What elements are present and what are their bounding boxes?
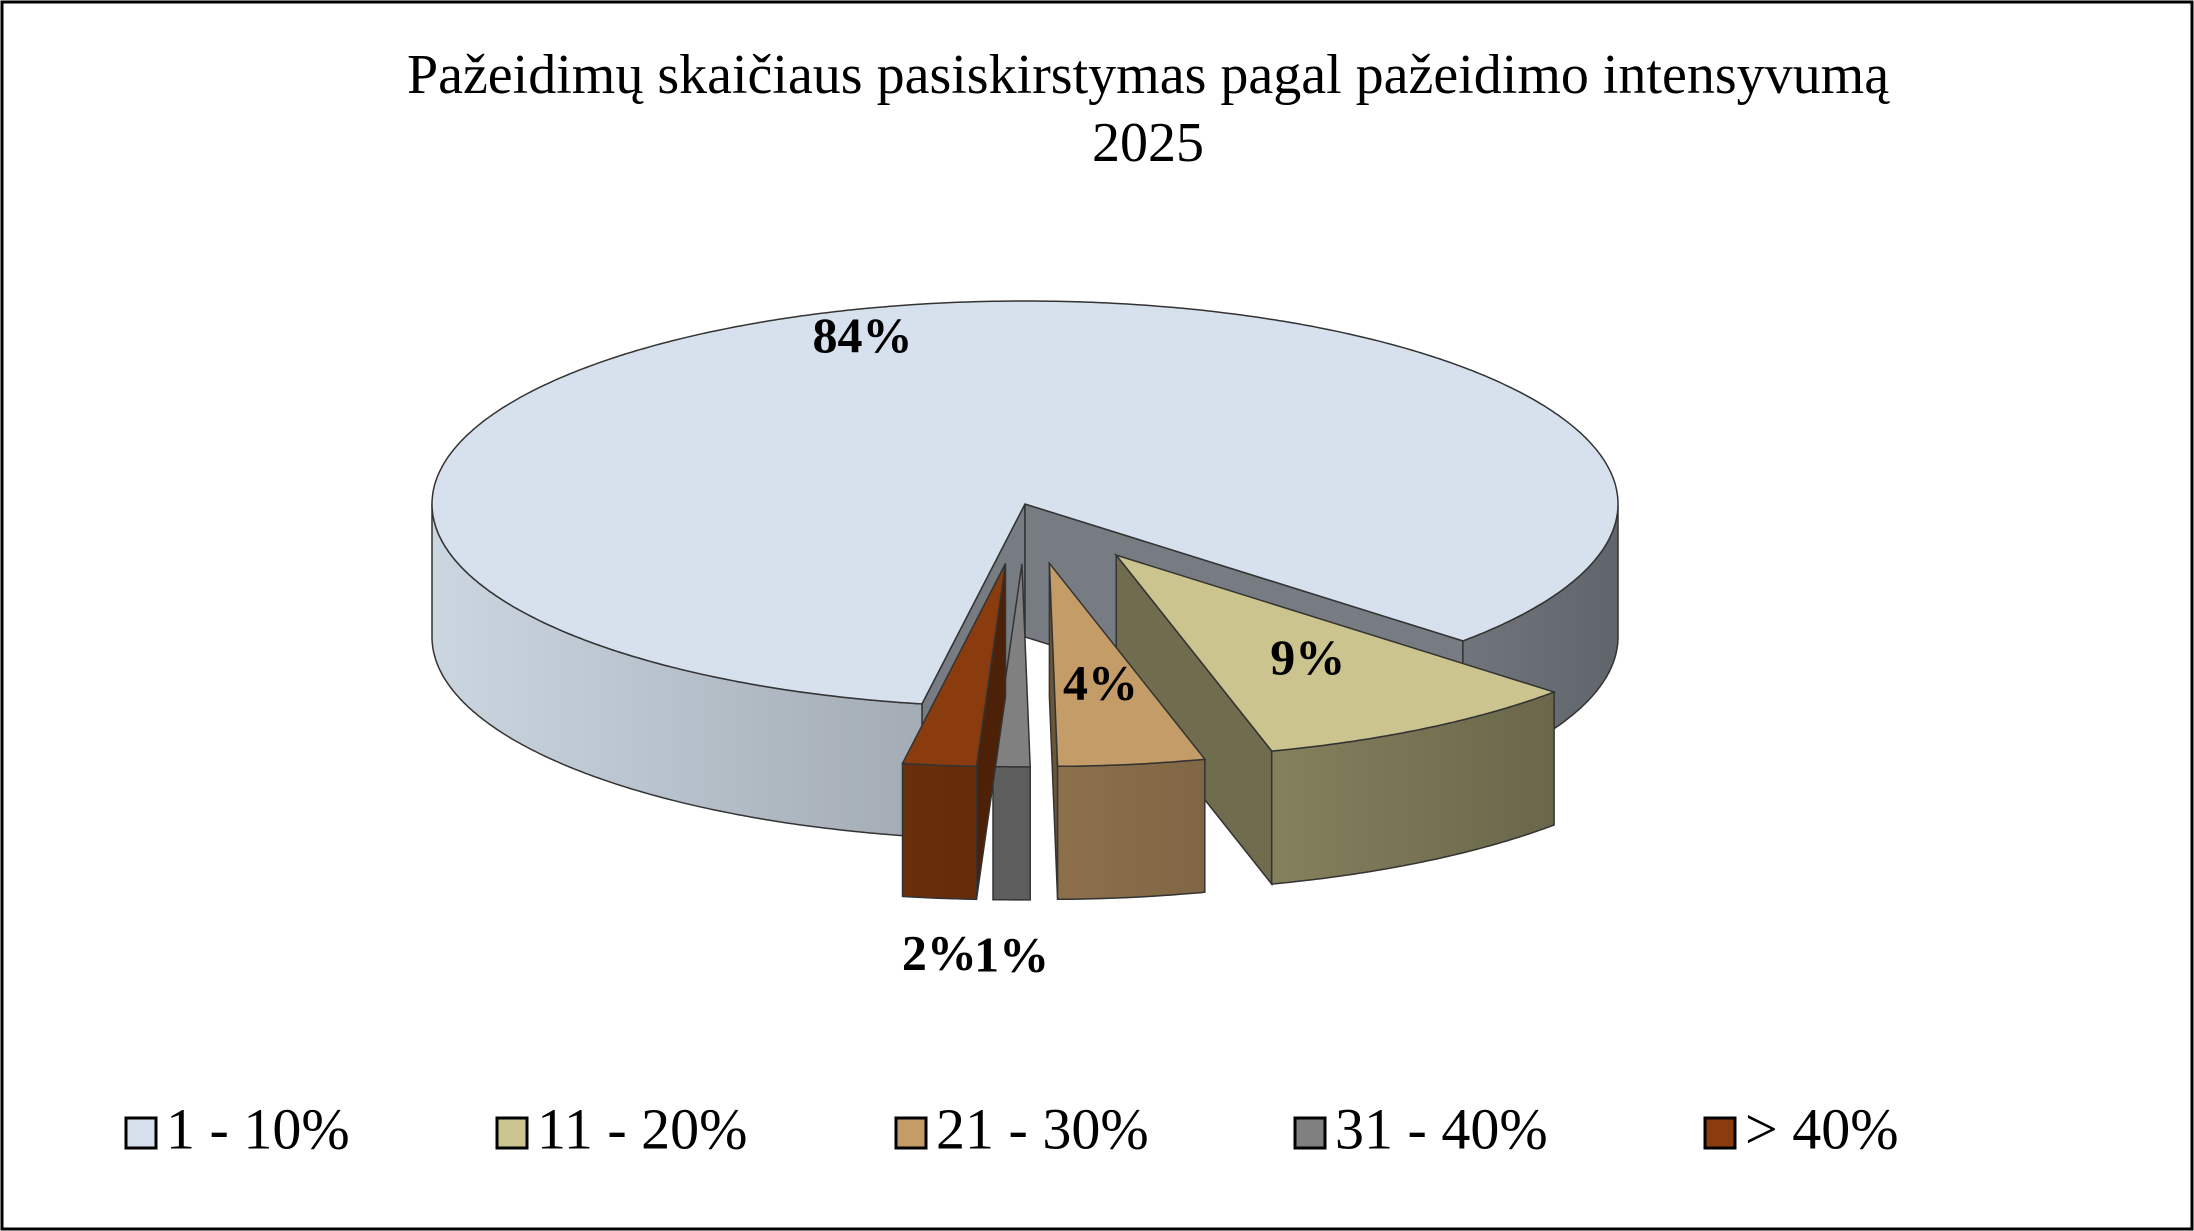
chart-title: Pažeidimų skaičiaus pasiskirstymas pagal… xyxy=(407,44,1890,106)
legend-label: 11 - 20% xyxy=(537,1096,747,1161)
legend-label: 1 - 10% xyxy=(166,1096,350,1161)
slice xyxy=(901,563,1007,901)
data-label: 2% xyxy=(902,925,977,981)
legend-label: 21 - 30% xyxy=(936,1096,1149,1161)
slice-side xyxy=(1056,758,1206,901)
slice-top xyxy=(1048,561,1207,768)
legend-swatch xyxy=(1293,1116,1327,1150)
legend-label: > 40% xyxy=(1745,1096,1899,1161)
slice xyxy=(1048,561,1207,901)
slice-top xyxy=(431,300,1619,705)
slice xyxy=(1114,552,1557,887)
chart-subtitle: 2025 xyxy=(1092,112,1204,174)
slice-side xyxy=(901,762,978,901)
legend-label: 31 - 40% xyxy=(1335,1096,1548,1161)
legend-swatch xyxy=(894,1116,928,1150)
data-label: 1% xyxy=(974,926,1049,982)
slice-top xyxy=(1114,553,1557,752)
data-label: 9% xyxy=(1270,629,1345,685)
data-label: 84% xyxy=(813,307,913,363)
data-label: 4% xyxy=(1063,654,1138,710)
slice-side xyxy=(992,765,1031,901)
slice-top xyxy=(901,563,1007,768)
legend-swatch xyxy=(124,1116,158,1150)
legend-swatch xyxy=(1703,1116,1737,1150)
legend-swatch xyxy=(495,1116,529,1150)
